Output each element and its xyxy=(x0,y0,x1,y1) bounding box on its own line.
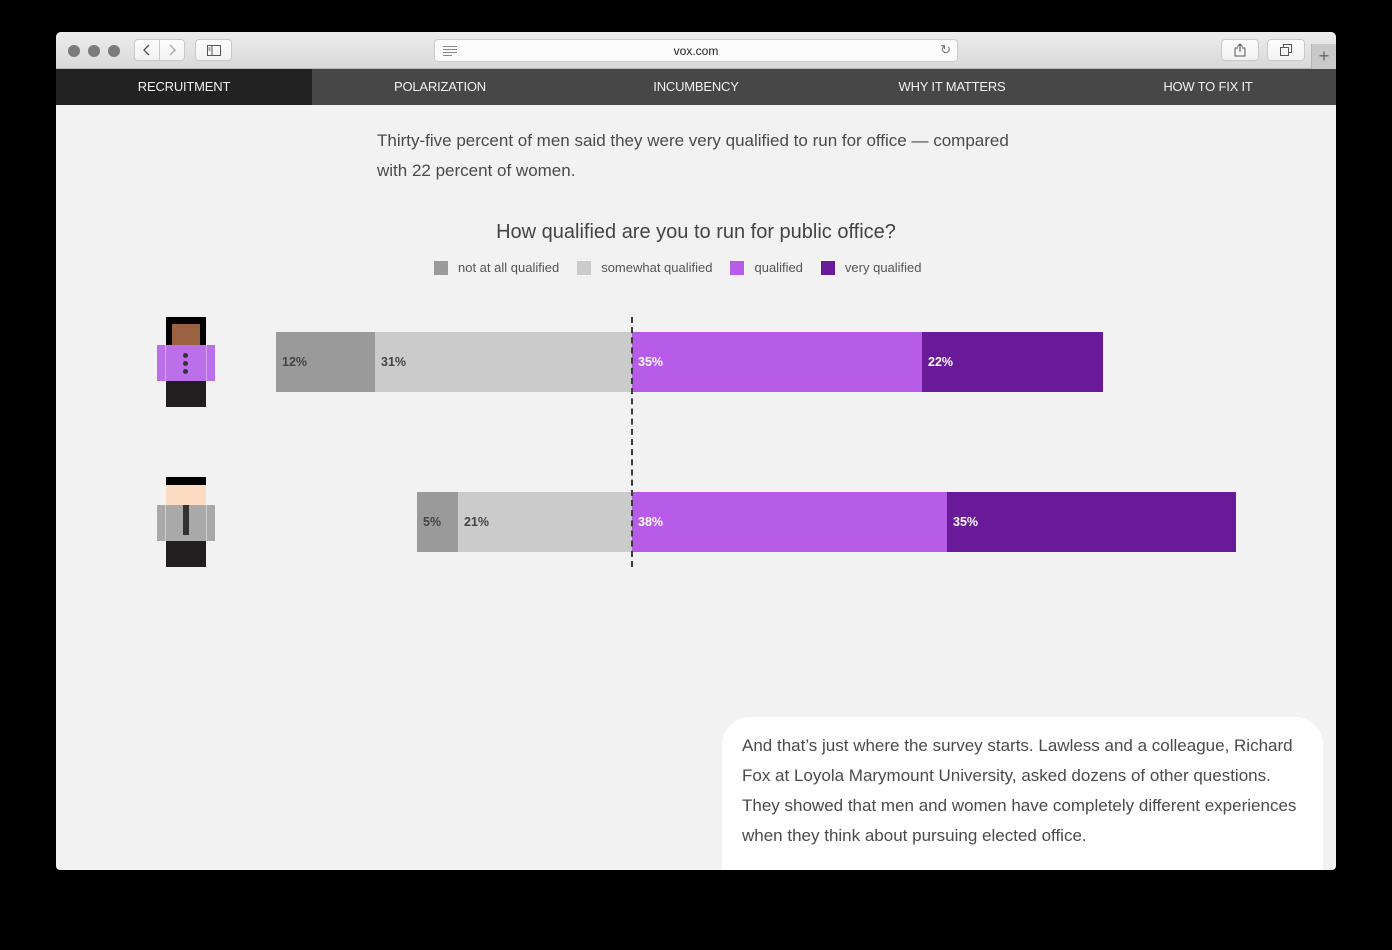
legend-label: qualified xyxy=(754,260,803,275)
chart-legend: not at all qualified somewhat qualified … xyxy=(434,260,940,275)
browser-window: vox.com ↻ + RECRUITMENT POLARIZATION INC… xyxy=(56,32,1336,870)
legend-label: very qualified xyxy=(844,260,922,275)
close-window-button[interactable] xyxy=(68,45,80,57)
callout-card: And that’s just where the survey starts.… xyxy=(722,717,1323,870)
legend-item-qualified: qualified xyxy=(730,260,803,275)
reload-icon[interactable]: ↻ xyxy=(940,42,951,57)
section-nav: RECRUITMENT POLARIZATION INCUMBENCY WHY … xyxy=(56,69,1336,105)
legend-item-somewhat: somewhat qualified xyxy=(577,260,712,275)
nav-item-incumbency[interactable]: INCUMBENCY xyxy=(653,79,739,94)
zoom-window-button[interactable] xyxy=(108,45,120,57)
legend-swatch xyxy=(820,260,835,275)
address-bar[interactable]: vox.com ↻ xyxy=(434,39,958,62)
legend-item-very: very qualified xyxy=(820,260,922,275)
tabs-overview-button[interactable] xyxy=(1267,39,1305,61)
legend-item-not-at-all: not at all qualified xyxy=(434,260,559,275)
back-button[interactable] xyxy=(134,39,160,61)
legend-swatch xyxy=(577,260,592,275)
reader-lines-icon[interactable] xyxy=(443,46,457,58)
bar-segment-somewhat: 31% xyxy=(375,332,632,392)
bar-segment-very: 22% xyxy=(922,332,1103,392)
legend-swatch xyxy=(434,260,448,275)
nav-item-polarization[interactable]: POLARIZATION xyxy=(394,79,486,94)
new-tab-button[interactable]: + xyxy=(1311,44,1336,69)
callout-text: And that’s just where the survey starts.… xyxy=(742,736,1297,845)
bar-segment-not-at-all: 12% xyxy=(276,332,375,392)
nav-item-how-to-fix-it[interactable]: HOW TO FIX IT xyxy=(1163,79,1253,94)
legend-label: somewhat qualified xyxy=(601,260,713,275)
browser-toolbar: vox.com ↻ + xyxy=(56,32,1336,69)
chevron-left-icon xyxy=(143,44,150,56)
bar-segment-not-at-all: 5% xyxy=(417,492,458,552)
center-divider-line xyxy=(631,317,633,567)
plus-icon: + xyxy=(1318,46,1330,66)
share-button[interactable] xyxy=(1221,39,1259,61)
sidebar-toggle-button[interactable] xyxy=(195,39,232,61)
chevron-right-icon xyxy=(169,44,176,56)
woman-figure-icon xyxy=(157,317,215,407)
bar-segment-qualified: 35% xyxy=(632,332,922,392)
legend-label: not at all qualified xyxy=(458,260,560,275)
legend-swatch xyxy=(730,260,745,275)
bar-segment-somewhat: 21% xyxy=(458,492,632,552)
bar-segment-qualified: 38% xyxy=(632,492,947,552)
man-figure-icon xyxy=(157,477,215,567)
url-text: vox.com xyxy=(673,44,719,58)
sidebar-icon xyxy=(206,44,221,56)
minimize-window-button[interactable] xyxy=(88,45,100,57)
chart-title: How qualified are you to run for public … xyxy=(496,221,896,243)
forward-button[interactable] xyxy=(159,39,185,61)
bar-segment-very: 35% xyxy=(947,492,1236,552)
nav-item-recruitment[interactable]: RECRUITMENT xyxy=(56,69,312,105)
intro-paragraph: Thirty-five percent of men said they wer… xyxy=(377,131,1009,180)
share-icon xyxy=(1234,43,1246,57)
tabs-overview-icon xyxy=(1280,44,1292,56)
nav-item-why-it-matters[interactable]: WHY IT MATTERS xyxy=(898,79,1006,94)
